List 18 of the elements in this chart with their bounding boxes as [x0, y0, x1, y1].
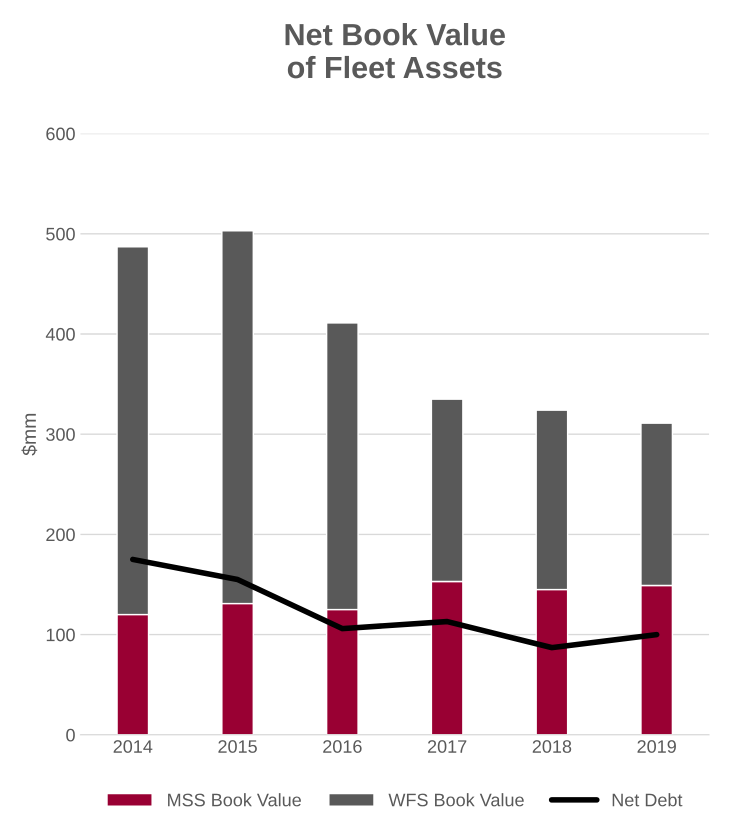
- legend-label: Net Debt: [612, 793, 682, 806]
- legend-label: MSS Book Value: [168, 793, 301, 806]
- x-tick-label: 2017: [428, 740, 466, 753]
- x-tick-label: 2019: [638, 740, 676, 753]
- y-tick-label: 600: [46, 128, 75, 140]
- y-tick-label: 500: [46, 228, 75, 241]
- chart-title: Net Book Value of Fleet Assets: [286, 22, 505, 78]
- y-tick-label: 400: [46, 328, 75, 341]
- legend-label: WFS Book Value: [388, 793, 524, 806]
- x-tick-label: 2018: [532, 740, 572, 753]
- y-tick-label: 0: [66, 728, 75, 742]
- x-tick-label: 2016: [323, 740, 362, 753]
- x-tick-label: 2015: [218, 740, 257, 753]
- y-tick-label: 300: [46, 428, 75, 441]
- y-tick-label: 100: [46, 628, 75, 642]
- x-tick-label: 2014: [114, 740, 152, 753]
- y-tick-label: 200: [46, 528, 75, 542]
- y-axis-title: $mm: [21, 414, 38, 456]
